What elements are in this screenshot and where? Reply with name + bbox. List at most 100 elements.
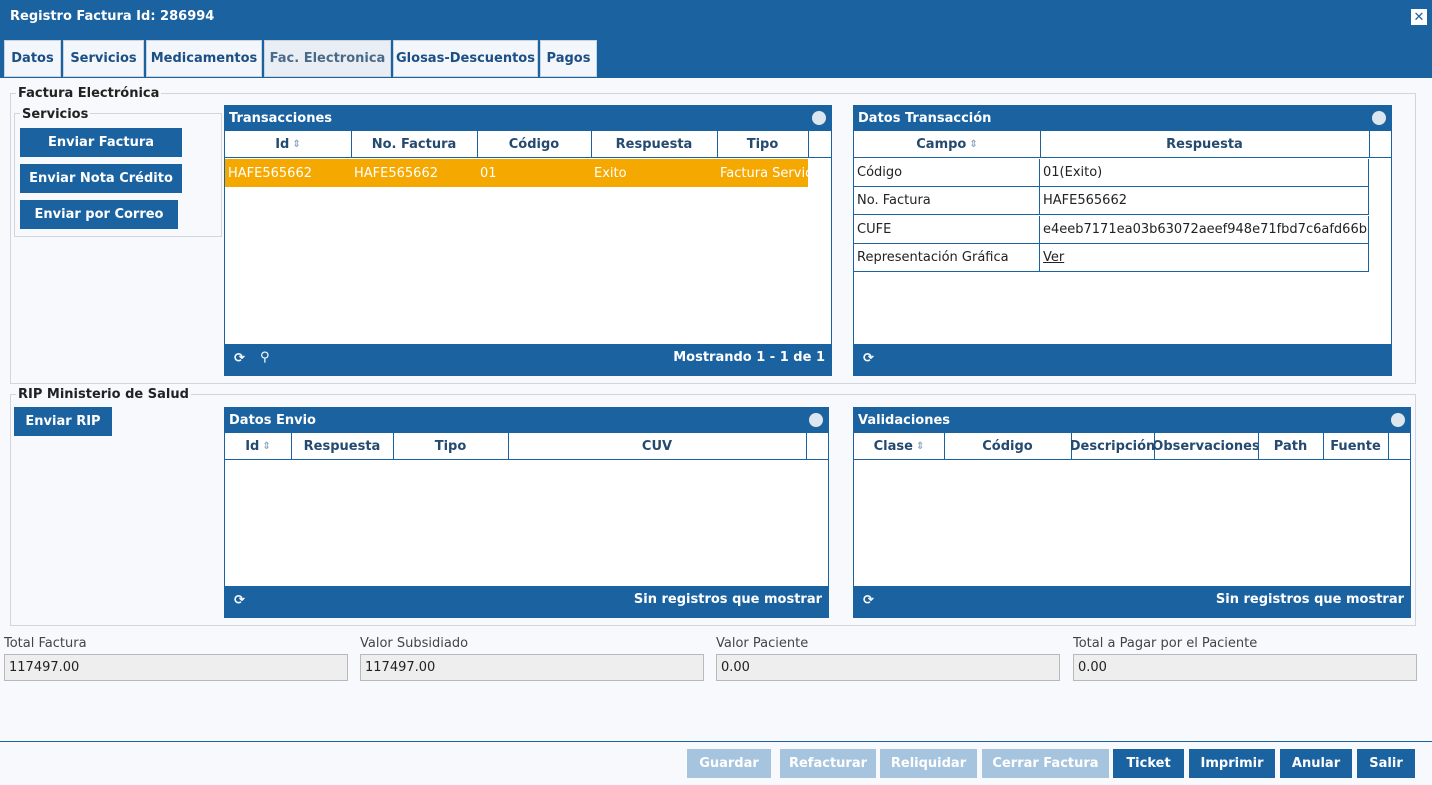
button[interactable]: Imprimir	[1189, 749, 1275, 778]
column-header-text: Respuesta	[303, 439, 381, 454]
sort-icon: ⇕	[915, 441, 925, 452]
grid-title: Validaciones	[858, 413, 951, 428]
refresh-icon[interactable]: ⟳	[863, 593, 874, 608]
column-header[interactable]: Código	[944, 433, 1072, 460]
divider	[0, 741, 1432, 742]
grid-cell: Código	[854, 159, 1040, 187]
column-header-text: Respuesta	[1166, 137, 1243, 152]
search-icon[interactable]: ⚲	[260, 350, 270, 365]
close-button[interactable]: ✕	[1410, 8, 1428, 26]
grid-cell: HAFE565662	[1040, 187, 1369, 216]
column-header[interactable]: Respuesta	[591, 131, 718, 158]
grid-footer-text: Mostrando 1 - 1 de 1	[673, 350, 825, 365]
column-header[interactable]: Fuente	[1323, 433, 1389, 460]
column-header[interactable]: Clase ⇕	[854, 433, 945, 460]
cell-text: e4eeb7171ea03b63072aeef948e71fbd7c6afd66…	[1043, 221, 1368, 237]
legend: Factura Electrónica	[16, 86, 162, 101]
button[interactable]: Ticket	[1113, 749, 1184, 778]
column-header[interactable]: Código	[477, 131, 592, 158]
column-header-text: Path	[1273, 439, 1308, 454]
collapse-icon[interactable]	[812, 111, 826, 125]
grid-cell: 01(Exito)	[1040, 159, 1369, 187]
fieldset	[10, 394, 1416, 626]
button[interactable]: Enviar por Correo	[20, 200, 178, 229]
button[interactable]: Enviar Factura	[20, 128, 182, 157]
sort-icon: ⇕	[292, 139, 301, 150]
button[interactable]: Reliquidar	[880, 749, 977, 778]
column-header[interactable]: Campo ⇕	[854, 131, 1041, 158]
header-row	[854, 131, 1391, 158]
window-title: Registro Factura Id: 286994	[10, 9, 215, 24]
link[interactable]: Ver	[1043, 249, 1065, 265]
grid-title: Datos Transacción	[858, 111, 992, 126]
field-label: Total a Pagar por el Paciente	[1073, 636, 1258, 651]
collapse-icon[interactable]	[809, 413, 823, 427]
column-header[interactable]: Respuesta	[291, 433, 394, 460]
column-header[interactable]: Tipo	[717, 131, 809, 158]
column-header-text: Tipo	[746, 137, 779, 152]
column-header[interactable]: Path	[1258, 433, 1324, 460]
column-header[interactable]: Id ⇕	[225, 433, 292, 460]
grid-title: Transacciones	[229, 111, 332, 126]
column-header-text: CUV	[641, 439, 673, 454]
tab[interactable]: Pagos	[540, 40, 597, 77]
grid-cell: 01	[477, 159, 591, 187]
grid-footer: ⟳ ⚲ Mostrando 1 - 1 de 1	[225, 344, 831, 375]
cell-text: Exito	[594, 165, 627, 181]
column-header-text: Id	[245, 439, 260, 454]
text-field[interactable]: 0.00	[1073, 654, 1417, 681]
column-header-text: Tipo	[434, 439, 467, 454]
column-header-text: Fuente	[1330, 439, 1381, 454]
column-header[interactable]: Respuesta	[1040, 131, 1370, 158]
refresh-icon[interactable]: ⟳	[234, 593, 245, 608]
column-header[interactable]: Tipo	[393, 433, 509, 460]
column-header[interactable]: No. Factura	[351, 131, 478, 158]
column-header-text: Código	[508, 137, 560, 152]
refresh-icon[interactable]: ⟳	[863, 351, 874, 366]
text-field[interactable]: 117497.00	[360, 654, 704, 681]
text-field[interactable]: 0.00	[716, 654, 1060, 681]
legend: Servicios	[20, 107, 91, 122]
cell-text: CUFE	[857, 221, 892, 237]
tab[interactable]: Fac. Electronica	[264, 40, 391, 77]
tab[interactable]: Glosas-Descuentos	[393, 40, 538, 77]
title-bar: Registro Factura Id: 286994	[0, 0, 1432, 36]
column-header[interactable]: Id ⇕	[225, 131, 352, 158]
tab[interactable]: Datos	[4, 40, 61, 77]
header-row	[225, 131, 831, 158]
grid-cell: e4eeb7171ea03b63072aeef948e71fbd7c6afd66…	[1040, 215, 1369, 244]
button[interactable]: Guardar	[687, 749, 771, 778]
grid-title-bar: Transacciones	[225, 106, 831, 131]
tab[interactable]: Servicios	[63, 40, 144, 77]
column-header-text: Clase	[873, 439, 913, 454]
field-label: Valor Subsidiado	[360, 636, 469, 651]
refresh-icon[interactable]: ⟳	[234, 351, 245, 366]
column-header[interactable]: Descripción	[1071, 433, 1155, 460]
button[interactable]: Salir	[1357, 749, 1415, 778]
header-row	[225, 433, 828, 460]
grid: Transacciones Id ⇕ No. Factura Código Respues…	[224, 105, 832, 376]
cell-text: HAFE565662	[228, 165, 312, 181]
grid-cell: Factura Servic	[717, 159, 808, 187]
column-header[interactable]: Observaciones	[1154, 433, 1259, 460]
cell-text: 01(Exito)	[1043, 165, 1103, 180]
grid-cell: Exito	[591, 159, 717, 187]
text-field[interactable]: 117497.00	[4, 654, 348, 681]
column-header-text: Descripción	[1071, 439, 1155, 454]
button[interactable]: Enviar Nota Crédito	[20, 164, 182, 193]
column-header-text: Respuesta	[615, 137, 693, 152]
button[interactable]: Enviar RIP	[14, 407, 112, 436]
sort-icon: ⇕	[262, 441, 271, 452]
button[interactable]: Anular	[1280, 749, 1352, 778]
cell-text: Factura Servic	[720, 165, 808, 181]
cell-text: HAFE565662	[1043, 193, 1127, 209]
collapse-icon[interactable]	[1372, 111, 1386, 125]
grid-title-bar: Validaciones	[854, 408, 1410, 433]
button[interactable]: Refacturar	[780, 749, 876, 778]
grid-cell: Ver	[1040, 243, 1369, 272]
column-header[interactable]: CUV	[508, 433, 807, 460]
tab[interactable]: Medicamentos	[146, 40, 262, 77]
collapse-icon[interactable]	[1391, 413, 1405, 427]
button[interactable]: Cerrar Factura	[982, 749, 1109, 778]
grid-cell: CUFE	[854, 215, 1040, 244]
